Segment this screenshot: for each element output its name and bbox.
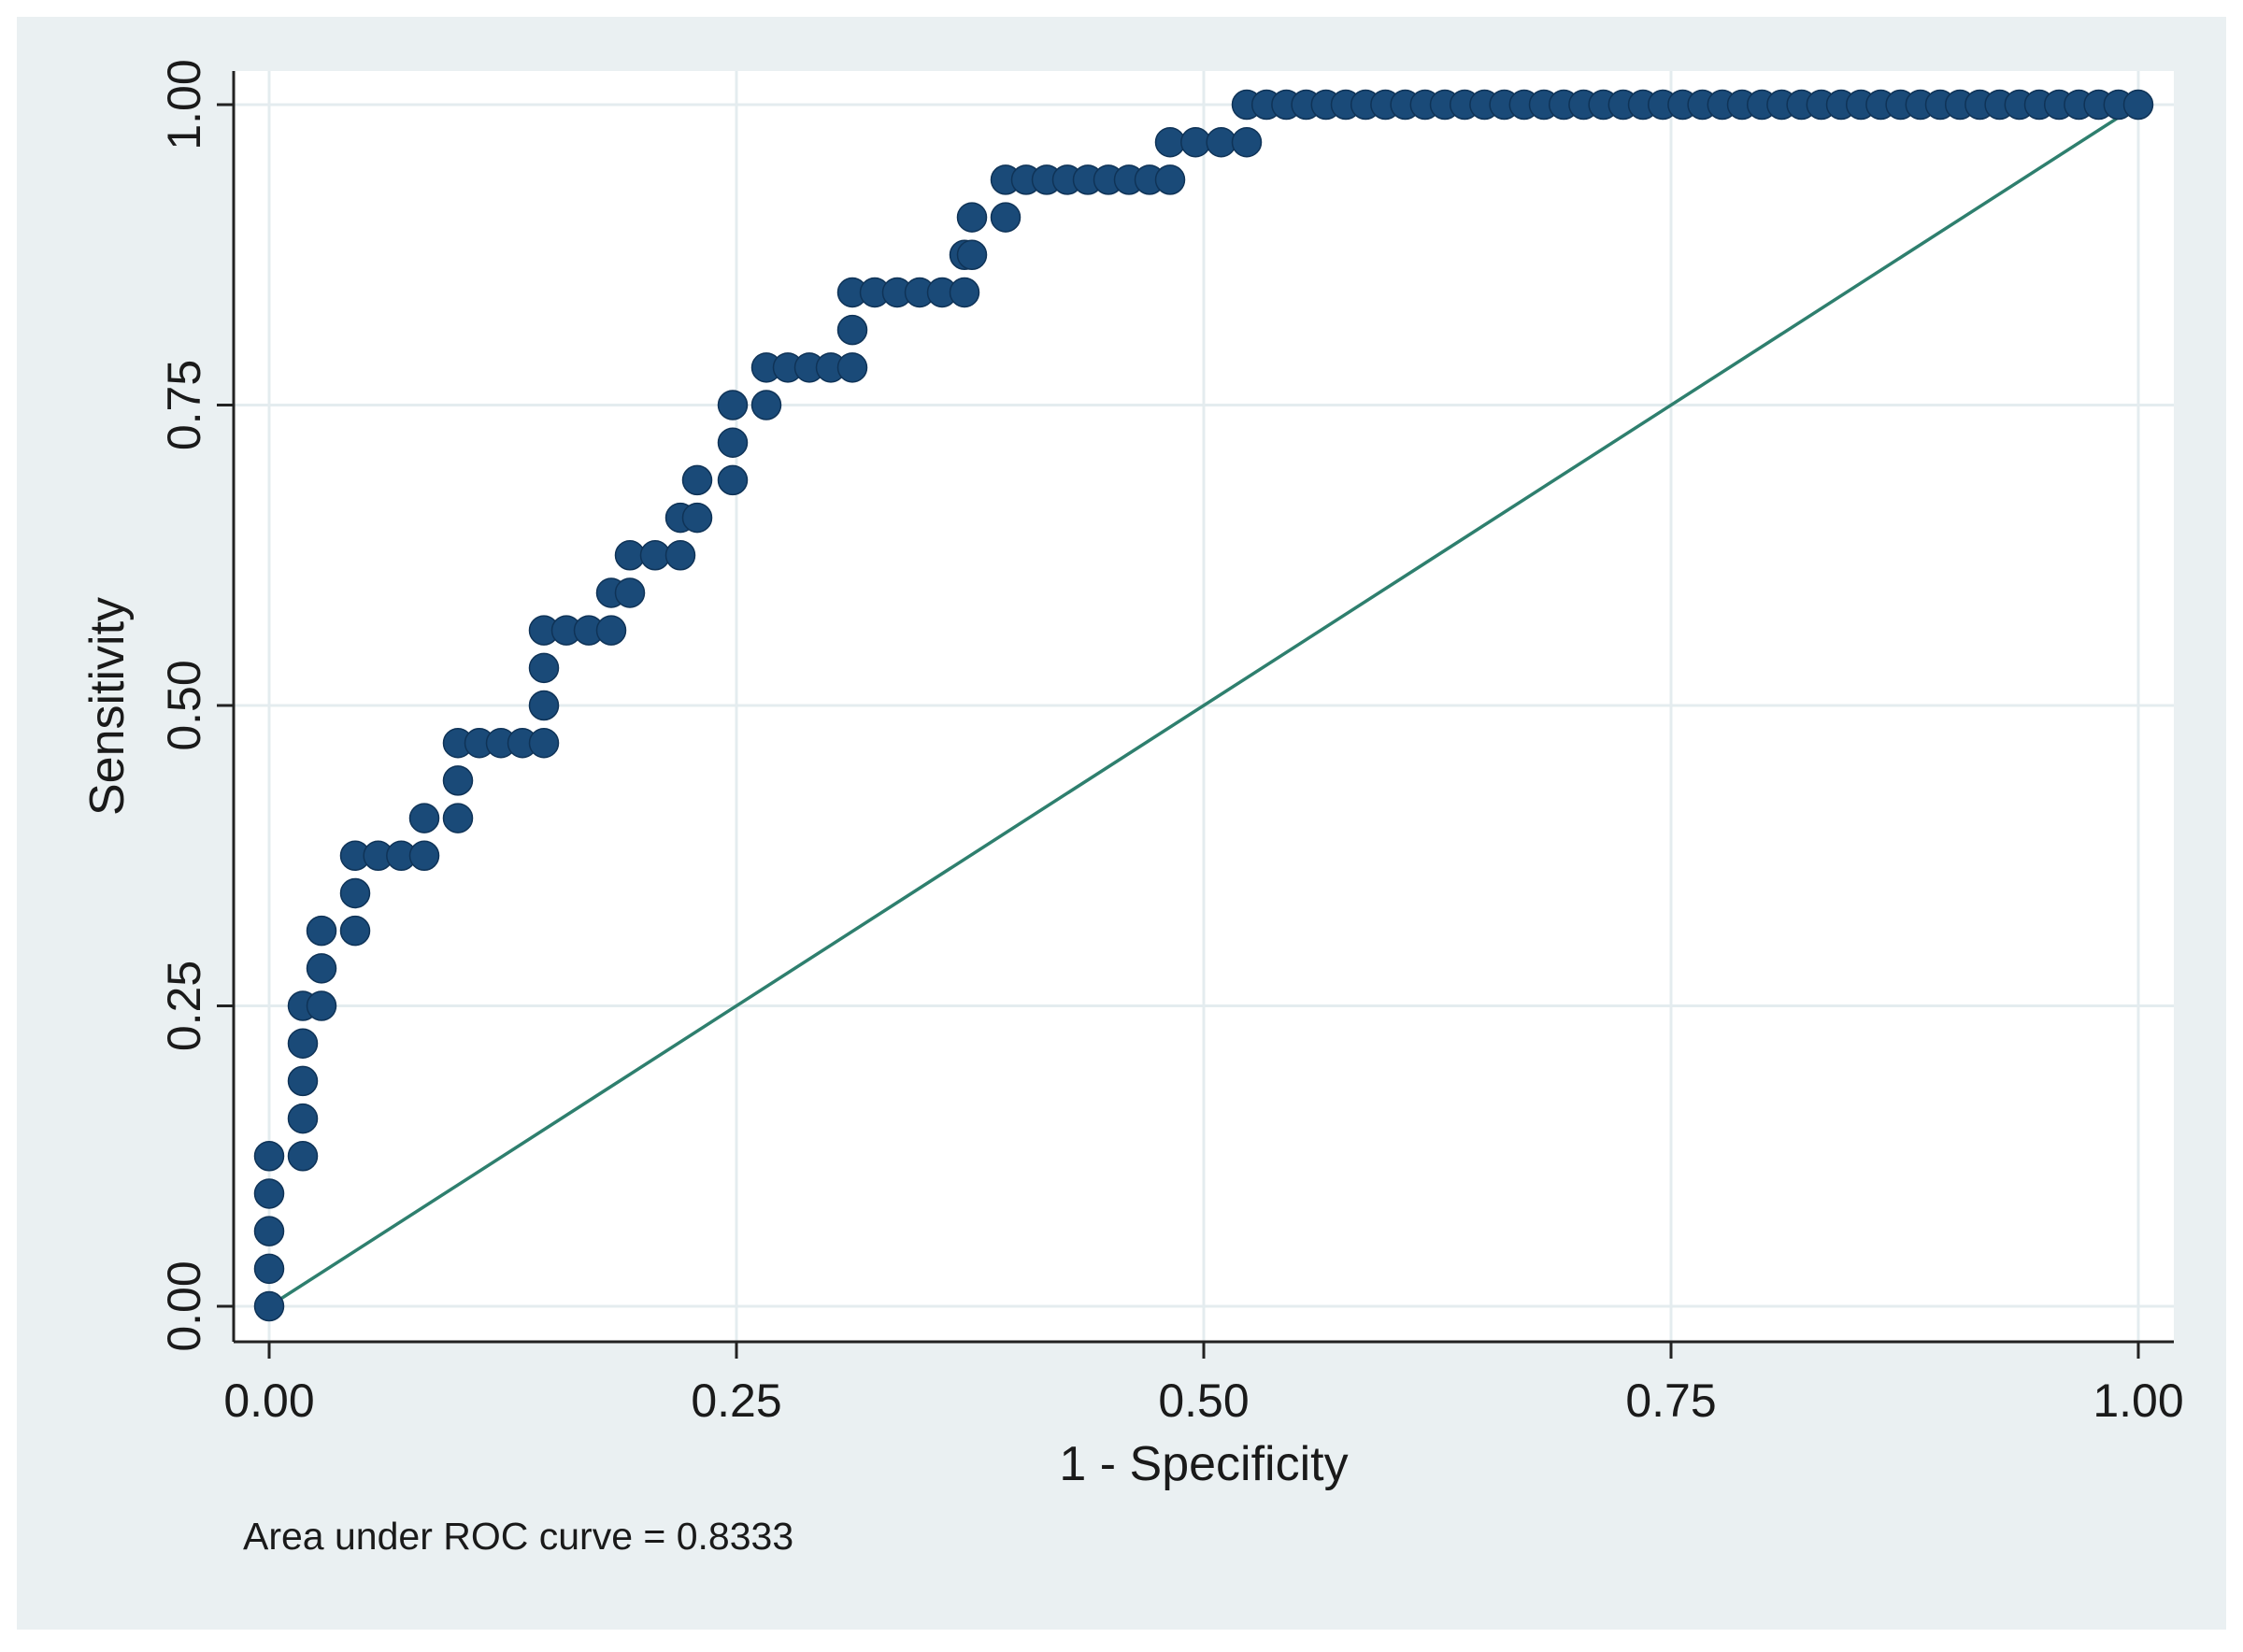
- roc-point: [253, 1253, 285, 1285]
- roc-point: [253, 1178, 285, 1209]
- roc-point: [306, 953, 337, 984]
- auc-annotation: Area under ROC curve = 0.8333: [243, 1515, 793, 1558]
- roc-point: [528, 652, 560, 684]
- roc-point: [253, 1290, 285, 1322]
- roc-point: [836, 352, 868, 383]
- roc-point: [408, 803, 440, 833]
- roc-point: [1154, 164, 1186, 195]
- y-axis-title: Sensitivity: [80, 597, 135, 816]
- roc-point: [1206, 126, 1236, 158]
- roc-point: [528, 690, 560, 721]
- x-tick-label: 0.25: [691, 1374, 781, 1427]
- roc-point: [1180, 126, 1211, 158]
- roc-point: [949, 277, 980, 308]
- roc-point: [287, 1028, 319, 1059]
- x-tick-label: 0.75: [1625, 1374, 1716, 1427]
- roc-point: [956, 202, 988, 233]
- roc-point: [664, 540, 696, 571]
- roc-point: [750, 390, 782, 420]
- roc-point: [990, 202, 1021, 233]
- x-tick-label: 1.00: [2093, 1374, 2183, 1427]
- roc-point: [253, 1141, 285, 1172]
- roc-point: [1231, 126, 1263, 158]
- x-axis-title: 1 - Specificity: [1059, 1437, 1348, 1491]
- roc-point: [287, 1141, 319, 1172]
- roc-point: [442, 803, 474, 833]
- roc-point: [442, 765, 474, 796]
- roc-point: [253, 1216, 285, 1246]
- roc-point: [595, 615, 627, 646]
- roc-point: [306, 915, 337, 947]
- roc-markers: [253, 89, 2154, 1322]
- roc-point: [339, 877, 371, 909]
- x-tick-label: 0.50: [1158, 1374, 1249, 1427]
- roc-point: [717, 464, 749, 496]
- roc-point: [681, 502, 713, 534]
- diagonal-reference-line: [268, 103, 2139, 1308]
- y-tick-label: 0.00: [158, 1260, 210, 1351]
- roc-point: [306, 990, 337, 1021]
- roc-point: [836, 314, 868, 346]
- roc-point: [681, 464, 713, 496]
- roc-point: [339, 915, 371, 947]
- roc-point: [528, 727, 560, 759]
- roc-point: [717, 427, 749, 458]
- y-tick-label: 0.75: [158, 360, 210, 450]
- roc-point: [717, 390, 749, 420]
- roc-point: [2122, 89, 2154, 121]
- roc-point: [287, 1065, 319, 1097]
- reference-line: [268, 103, 2139, 1308]
- ticks: 0.00 0.25 0.50 0.75 1.00 0.00 0.25 0.50 0.75 1.00: [158, 59, 2184, 1427]
- roc-point: [1154, 126, 1186, 158]
- roc-point: [956, 239, 988, 270]
- y-tick-label: 0.50: [158, 660, 210, 750]
- y-tick-label: 1.00: [158, 59, 210, 150]
- roc-point: [408, 840, 440, 871]
- x-tick-label: 0.00: [223, 1374, 314, 1427]
- roc-point: [614, 577, 646, 608]
- roc-point: [287, 1103, 319, 1134]
- y-tick-label: 0.25: [158, 961, 210, 1051]
